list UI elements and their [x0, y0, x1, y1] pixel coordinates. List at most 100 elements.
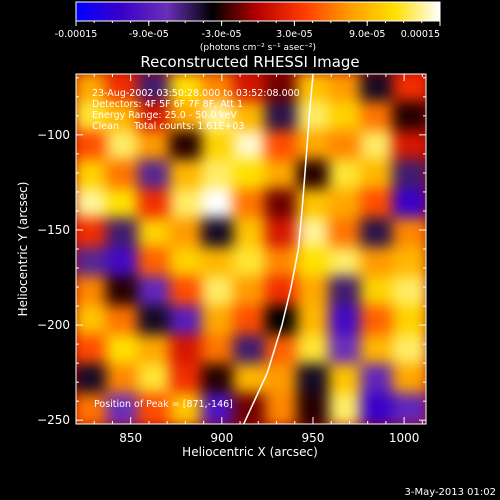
image-cell — [201, 334, 238, 368]
image-cell — [233, 130, 269, 164]
image-cell — [360, 217, 397, 251]
image-cell — [328, 188, 365, 222]
image-cell — [105, 334, 142, 368]
image-cell — [296, 392, 333, 424]
image-cell — [169, 101, 206, 135]
image-cell — [264, 217, 301, 251]
image-cell — [137, 130, 174, 164]
image-cell — [76, 305, 110, 339]
image-cell — [392, 217, 426, 251]
image-cell — [137, 101, 174, 135]
image-cell — [296, 305, 333, 339]
image-cell — [76, 334, 110, 368]
image-cell — [264, 188, 301, 222]
image-cell — [328, 305, 365, 339]
x-tick-label: 1000 — [389, 431, 420, 445]
image-cell — [201, 392, 238, 424]
y-tick-label: −250 — [37, 413, 70, 427]
image-cell — [360, 188, 397, 222]
image-cell — [137, 217, 174, 251]
image-cell — [76, 217, 110, 251]
y-tick-label: −150 — [37, 223, 70, 237]
image-cell — [296, 217, 333, 251]
image-cell — [233, 188, 269, 222]
image-cell — [328, 159, 365, 193]
image-cell — [169, 305, 206, 339]
image-cell — [360, 247, 397, 281]
image-cell — [328, 74, 365, 106]
image-cell — [169, 130, 206, 164]
image-cell — [76, 159, 110, 193]
image-cell — [360, 276, 397, 310]
colorbar-tick-label: 3.0e-05 — [276, 29, 312, 40]
image-cell — [233, 334, 269, 368]
image-cell — [137, 392, 174, 424]
image-cell — [328, 392, 365, 424]
image-cell — [360, 363, 397, 397]
image-cell — [201, 159, 238, 193]
image-cell — [105, 74, 142, 106]
image-cell — [201, 305, 238, 339]
image-cell — [201, 276, 238, 310]
image-cell — [392, 159, 426, 193]
chart-title: Reconstructed RHESSI Image — [140, 53, 359, 71]
image-cell — [296, 159, 333, 193]
image-cell — [76, 130, 110, 164]
image-cell — [137, 363, 174, 397]
image-cell — [76, 101, 110, 135]
image-cell — [169, 392, 206, 424]
colorbar: -0.00015 -9.0e-05 -3.0e-05 3.0e-05 9.0e-05 0.… — [55, 1, 441, 53]
image-cell — [76, 188, 110, 222]
image-cell — [169, 334, 206, 368]
image-cell — [76, 276, 110, 310]
image-cell — [233, 247, 269, 281]
image-cell — [201, 188, 238, 222]
image-cell — [201, 130, 238, 164]
image-cell — [105, 363, 142, 397]
image-cell — [169, 159, 206, 193]
image-cell — [328, 130, 365, 164]
image-annotations: 23-Aug-2002 03:50:28.000 to 03:52:08.000… — [92, 88, 300, 410]
image-cell — [392, 363, 426, 397]
footer-date: 3-May-2013 01:02 — [404, 487, 496, 498]
y-tick-label: −100 — [37, 128, 70, 142]
colorbar-tick-label: -0.00015 — [55, 29, 98, 40]
image-cell — [392, 101, 426, 135]
image-cell — [201, 247, 238, 281]
image-cell — [360, 74, 397, 106]
image-cell — [169, 363, 206, 397]
image-cell — [105, 101, 142, 135]
image-cell — [264, 363, 301, 397]
image-cell — [264, 130, 301, 164]
clean-info-text: Clean Total counts: 1.61E+03 — [92, 121, 244, 132]
image-cell — [76, 247, 110, 281]
colorbar-unit-label: (photons cm⁻² s⁻¹ asec⁻²) — [200, 43, 316, 53]
image-cell — [76, 392, 110, 424]
image-cell — [137, 247, 174, 281]
image-cell — [201, 74, 238, 106]
image-cell — [296, 334, 333, 368]
image-cell — [105, 276, 142, 310]
image-cell — [264, 276, 301, 310]
image-heatmap — [76, 74, 426, 424]
image-cell — [328, 101, 365, 135]
colorbar-gradient — [75, 1, 441, 22]
colorbar-tick-label: 0.00015 — [401, 29, 440, 40]
image-cell — [169, 74, 206, 106]
image-cell — [137, 188, 174, 222]
solar-limb-curve — [243, 74, 314, 424]
image-cell — [201, 101, 238, 135]
image-cell — [296, 363, 333, 397]
image-cell — [392, 334, 426, 368]
image-cell — [137, 276, 174, 310]
time-range-text: 23-Aug-2002 03:50:28.000 to 03:52:08.000 — [92, 88, 300, 99]
image-cell — [169, 217, 206, 251]
image-cell — [233, 305, 269, 339]
image-cell — [169, 188, 206, 222]
colorbar-ticks: -0.00015 -9.0e-05 -3.0e-05 3.0e-05 9.0e-05 0.… — [55, 21, 441, 40]
image-cell — [264, 101, 301, 135]
image-cell — [264, 159, 301, 193]
peak-position-text: Position of Peak = [871,-146] — [94, 399, 233, 410]
colorbar-tick-label: -3.0e-05 — [202, 29, 242, 40]
